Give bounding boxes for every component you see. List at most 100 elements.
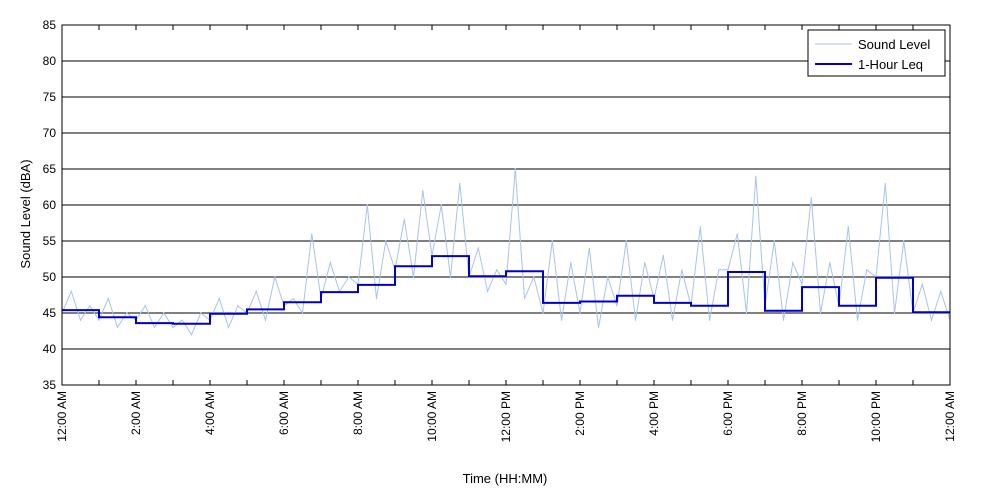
sound-level-point bbox=[856, 319, 859, 321]
sound-level-point bbox=[403, 218, 405, 220]
sound-level-point bbox=[107, 298, 109, 300]
sound-level-point bbox=[385, 240, 387, 242]
sound-level-point bbox=[422, 190, 424, 192]
sound-level-point bbox=[126, 312, 128, 314]
sound-level-point bbox=[218, 298, 220, 300]
y-tick-label: 80 bbox=[43, 54, 57, 68]
sound-level-point bbox=[227, 326, 230, 328]
y-tick-label: 40 bbox=[43, 342, 57, 356]
sound-level-point bbox=[459, 182, 461, 184]
sound-level-point bbox=[736, 233, 738, 235]
leq-series bbox=[62, 255, 950, 325]
sound-level-point bbox=[819, 312, 822, 314]
y-tick-label: 55 bbox=[43, 234, 57, 248]
legend-label-leq: 1-Hour Leq bbox=[858, 57, 923, 72]
sound-level-point bbox=[893, 312, 896, 314]
sound-level-point bbox=[264, 319, 267, 321]
sound-level-point bbox=[829, 262, 831, 264]
sound-level-point bbox=[514, 168, 516, 170]
sound-level-point bbox=[782, 319, 785, 321]
x-axis: 12:00 AM 2:00 AM 4:00 AM 6:00 AM 8:00 AM 10:0… bbox=[55, 25, 957, 442]
y-axis-title: Sound Level (dBA) bbox=[18, 159, 33, 268]
sound-level-point bbox=[616, 305, 618, 307]
sound-level-point bbox=[773, 240, 775, 242]
sound-level-point bbox=[486, 290, 489, 292]
sound-level-point bbox=[755, 175, 757, 177]
sound-level-point bbox=[588, 247, 590, 249]
sound-level-point bbox=[708, 319, 711, 321]
sound-level-point bbox=[866, 269, 868, 271]
y-tick-label: 65 bbox=[43, 162, 57, 176]
sound-level-point bbox=[348, 276, 350, 278]
sound-level-point bbox=[810, 197, 812, 199]
sound-level-point bbox=[940, 290, 942, 292]
sound-level-point bbox=[597, 326, 600, 328]
y-tick-label: 35 bbox=[43, 378, 57, 392]
sound-level-point bbox=[671, 319, 674, 321]
x-tick-label: 8:00 PM bbox=[795, 391, 809, 436]
x-tick-label: 12:00 AM bbox=[943, 391, 957, 442]
sound-level-point bbox=[477, 247, 479, 249]
x-tick-label: 12:00 AM bbox=[55, 391, 69, 442]
x-tick-label: 4:00 AM bbox=[203, 391, 217, 435]
x-tick-label: 12:00 PM bbox=[499, 391, 513, 442]
sound-level-point bbox=[412, 276, 415, 278]
x-axis-title: Time (HH:MM) bbox=[463, 471, 548, 486]
sound-level-point bbox=[366, 204, 368, 206]
y-tick-label: 50 bbox=[43, 270, 57, 284]
sound-level-point bbox=[116, 326, 119, 328]
x-tick-label: 8:00 AM bbox=[351, 391, 365, 435]
sound-level-point bbox=[523, 298, 526, 300]
sound-level-point bbox=[153, 326, 156, 328]
sound-level-point bbox=[847, 226, 849, 228]
sound-level-line bbox=[61, 168, 951, 336]
legend-box bbox=[807, 29, 946, 77]
sound-level-series bbox=[61, 168, 951, 336]
sound-level-point bbox=[644, 262, 646, 264]
sound-level-point bbox=[542, 312, 544, 314]
y-tick-label: 45 bbox=[43, 306, 57, 320]
sound-level-point bbox=[274, 276, 276, 278]
sound-level-point bbox=[505, 283, 507, 285]
sound-level-point bbox=[163, 312, 165, 314]
sound-level-point bbox=[551, 240, 553, 242]
sound-level-point bbox=[79, 319, 82, 321]
legend-label-sound-level: Sound Level bbox=[858, 37, 930, 52]
legend: Sound Level 1-Hour Leq bbox=[807, 29, 946, 77]
sound-level-point bbox=[903, 240, 905, 242]
sound-level-point bbox=[801, 283, 803, 285]
sound-level-point bbox=[301, 312, 304, 314]
sound-level-point bbox=[634, 319, 637, 321]
sound-level-point bbox=[921, 283, 923, 285]
sound-level-point bbox=[200, 312, 202, 314]
sound-level-point bbox=[792, 262, 794, 264]
sound-level-point bbox=[625, 240, 627, 242]
x-tick-label: 10:00 AM bbox=[425, 391, 439, 442]
sound-level-point bbox=[440, 204, 442, 206]
leq-line bbox=[62, 255, 950, 325]
sound-level-point bbox=[144, 305, 146, 307]
sound-level-point bbox=[745, 312, 748, 314]
y-tick-label: 75 bbox=[43, 90, 57, 104]
sound-level-point bbox=[570, 262, 572, 264]
y-tick-label: 60 bbox=[43, 198, 57, 212]
sound-level-point bbox=[237, 305, 239, 307]
sound-level-point bbox=[181, 319, 183, 321]
x-tick-label: 6:00 AM bbox=[277, 391, 291, 435]
sound-level-point bbox=[699, 226, 701, 228]
sound-level-point bbox=[311, 233, 313, 235]
sound-level-point bbox=[930, 319, 933, 321]
sound-level-point bbox=[560, 319, 563, 321]
sound-level-point bbox=[172, 326, 174, 328]
x-tick-label: 6:00 PM bbox=[721, 391, 735, 436]
sound-level-point bbox=[292, 298, 294, 300]
sound-level-point bbox=[255, 290, 257, 292]
sound-level-point bbox=[533, 276, 535, 278]
y-axis: 35 40 45 50 55 60 65 70 75 80 85 bbox=[43, 18, 57, 392]
sound-level-point bbox=[681, 269, 683, 271]
sound-level-point bbox=[884, 182, 886, 184]
sound-level-point bbox=[727, 269, 729, 271]
sound-level-point bbox=[449, 276, 452, 278]
x-tick-label: 2:00 PM bbox=[573, 391, 587, 436]
